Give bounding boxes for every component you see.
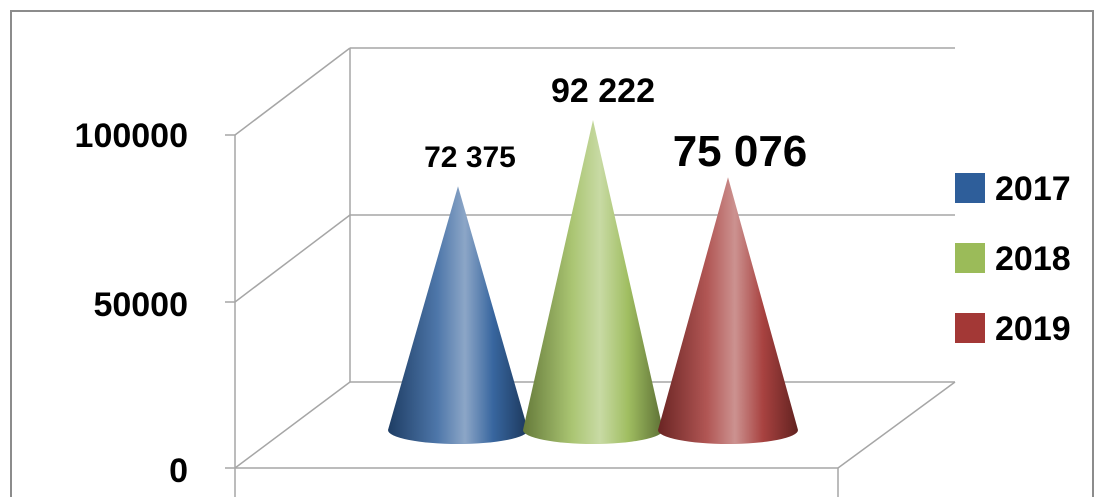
legend: 2017 2018 2019 (955, 170, 1071, 348)
data-label-2018: 92 222 (551, 72, 655, 110)
y-tick-label-0: 0 (169, 452, 188, 490)
y-axis-labels: 100000 50000 0 (75, 117, 188, 490)
legend-label-2018: 2018 (995, 240, 1071, 278)
legend-swatch-2017 (955, 173, 985, 203)
chart-frame (10, 10, 1094, 497)
legend-swatch-2019 (955, 313, 985, 343)
side-diag-base (234, 381, 351, 469)
y-tick-label-50000: 50000 (93, 286, 188, 324)
cone-2019 (658, 177, 798, 444)
legend-label-2017: 2017 (995, 170, 1071, 208)
y-tick-label-100000: 100000 (75, 117, 188, 155)
cone-2018 (523, 119, 663, 445)
cone-2017 (388, 186, 528, 444)
floor-right-diag (837, 381, 956, 469)
side-diag-mid (234, 214, 351, 303)
data-labels: 72 375 92 222 75 076 (424, 72, 807, 176)
legend-label-2019: 2019 (995, 310, 1071, 348)
data-label-2017: 72 375 (424, 141, 516, 174)
cone-series (388, 119, 798, 445)
legend-swatch-2018 (955, 243, 985, 273)
data-label-2019: 75 076 (673, 127, 808, 176)
side-diag-top (234, 47, 351, 136)
